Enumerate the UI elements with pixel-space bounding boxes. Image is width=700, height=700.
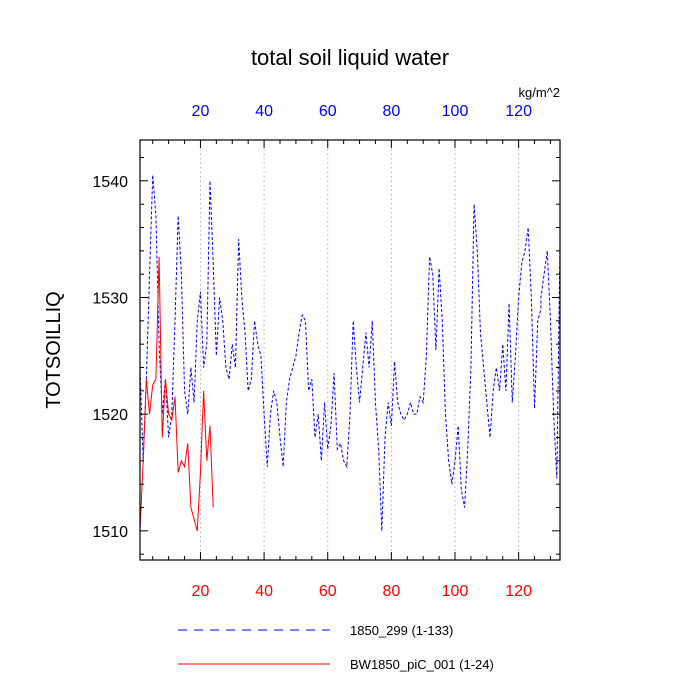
y-tick-label: 1510 (92, 524, 128, 541)
y-tick-label: 1540 (92, 174, 128, 191)
x-tick-label-top: 20 (192, 103, 210, 120)
x-tick-label-bottom: 20 (192, 583, 210, 600)
chart-title: total soil liquid water (251, 45, 449, 70)
x-tick-label-bottom: 100 (442, 583, 469, 600)
y-axis-label: TOTSOILLIQ (43, 291, 65, 408)
legend: 1850_299 (1-133) BW1850_piC_001 (1-24) (178, 623, 494, 672)
x-tick-label-top: 60 (319, 103, 337, 120)
legend-label-2: BW1850_piC_001 (1-24) (350, 657, 494, 672)
axes-ticks: 20 20 40 40 60 60 80 80 100 100 120 120 1510 1520 1530… (92, 103, 560, 600)
x-tick-label-top: 80 (382, 103, 400, 120)
units-label: kg/m^2 (518, 85, 560, 100)
x-tick-label-top: 40 (255, 103, 273, 120)
x-tick-label-bottom: 120 (505, 583, 532, 600)
series-line-2 (139, 256, 214, 531)
x-tick-label-top: 100 (442, 103, 469, 120)
x-tick-label-bottom: 60 (319, 583, 337, 600)
plot-series (139, 174, 561, 531)
y-tick-label: 1520 (92, 407, 128, 424)
plot-frame (139, 139, 561, 561)
grid-lines (199, 140, 520, 560)
legend-label-1: 1850_299 (1-133) (350, 623, 453, 638)
series-line-1 (139, 174, 561, 531)
y-tick-label: 1530 (92, 291, 128, 308)
x-tick-label-bottom: 80 (382, 583, 400, 600)
x-tick-label-top: 120 (505, 103, 532, 120)
x-tick-label-bottom: 40 (255, 583, 273, 600)
